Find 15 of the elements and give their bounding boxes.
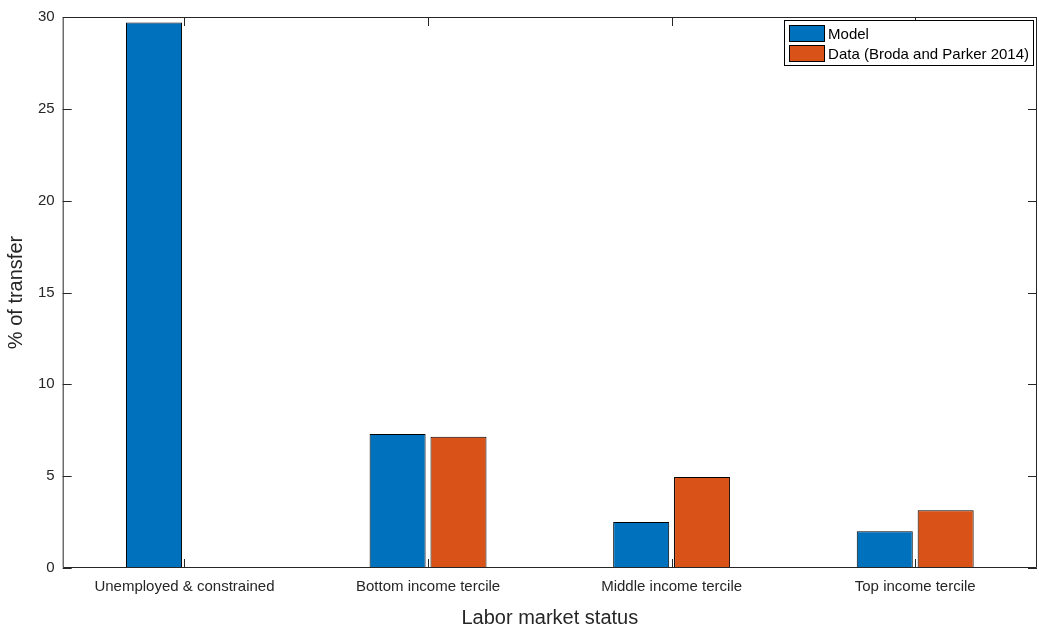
y-tick-label: 10	[38, 374, 55, 392]
y-tick-label: 25	[38, 98, 55, 116]
y-tick-label: 20	[38, 190, 55, 208]
y-tick-label: 15	[38, 282, 55, 300]
x-tick-label: Bottom income tercile	[355, 577, 501, 595]
y-tick-label: 5	[46, 466, 55, 484]
y-axis-title: % of transfer	[3, 235, 26, 350]
y-tick-label: 30	[38, 7, 55, 25]
x-axis-title: Labor market status	[461, 605, 639, 628]
x-tick-label: Middle income tercile	[601, 577, 743, 595]
x-tick-label: Unemployed & constrained	[94, 577, 275, 595]
legend-label: Model	[828, 24, 869, 42]
legend-label: Data (Broda and Parker 2014)	[828, 44, 1029, 62]
x-tick-label: Top income tercile	[854, 577, 976, 595]
y-tick-label: 0	[46, 558, 55, 576]
